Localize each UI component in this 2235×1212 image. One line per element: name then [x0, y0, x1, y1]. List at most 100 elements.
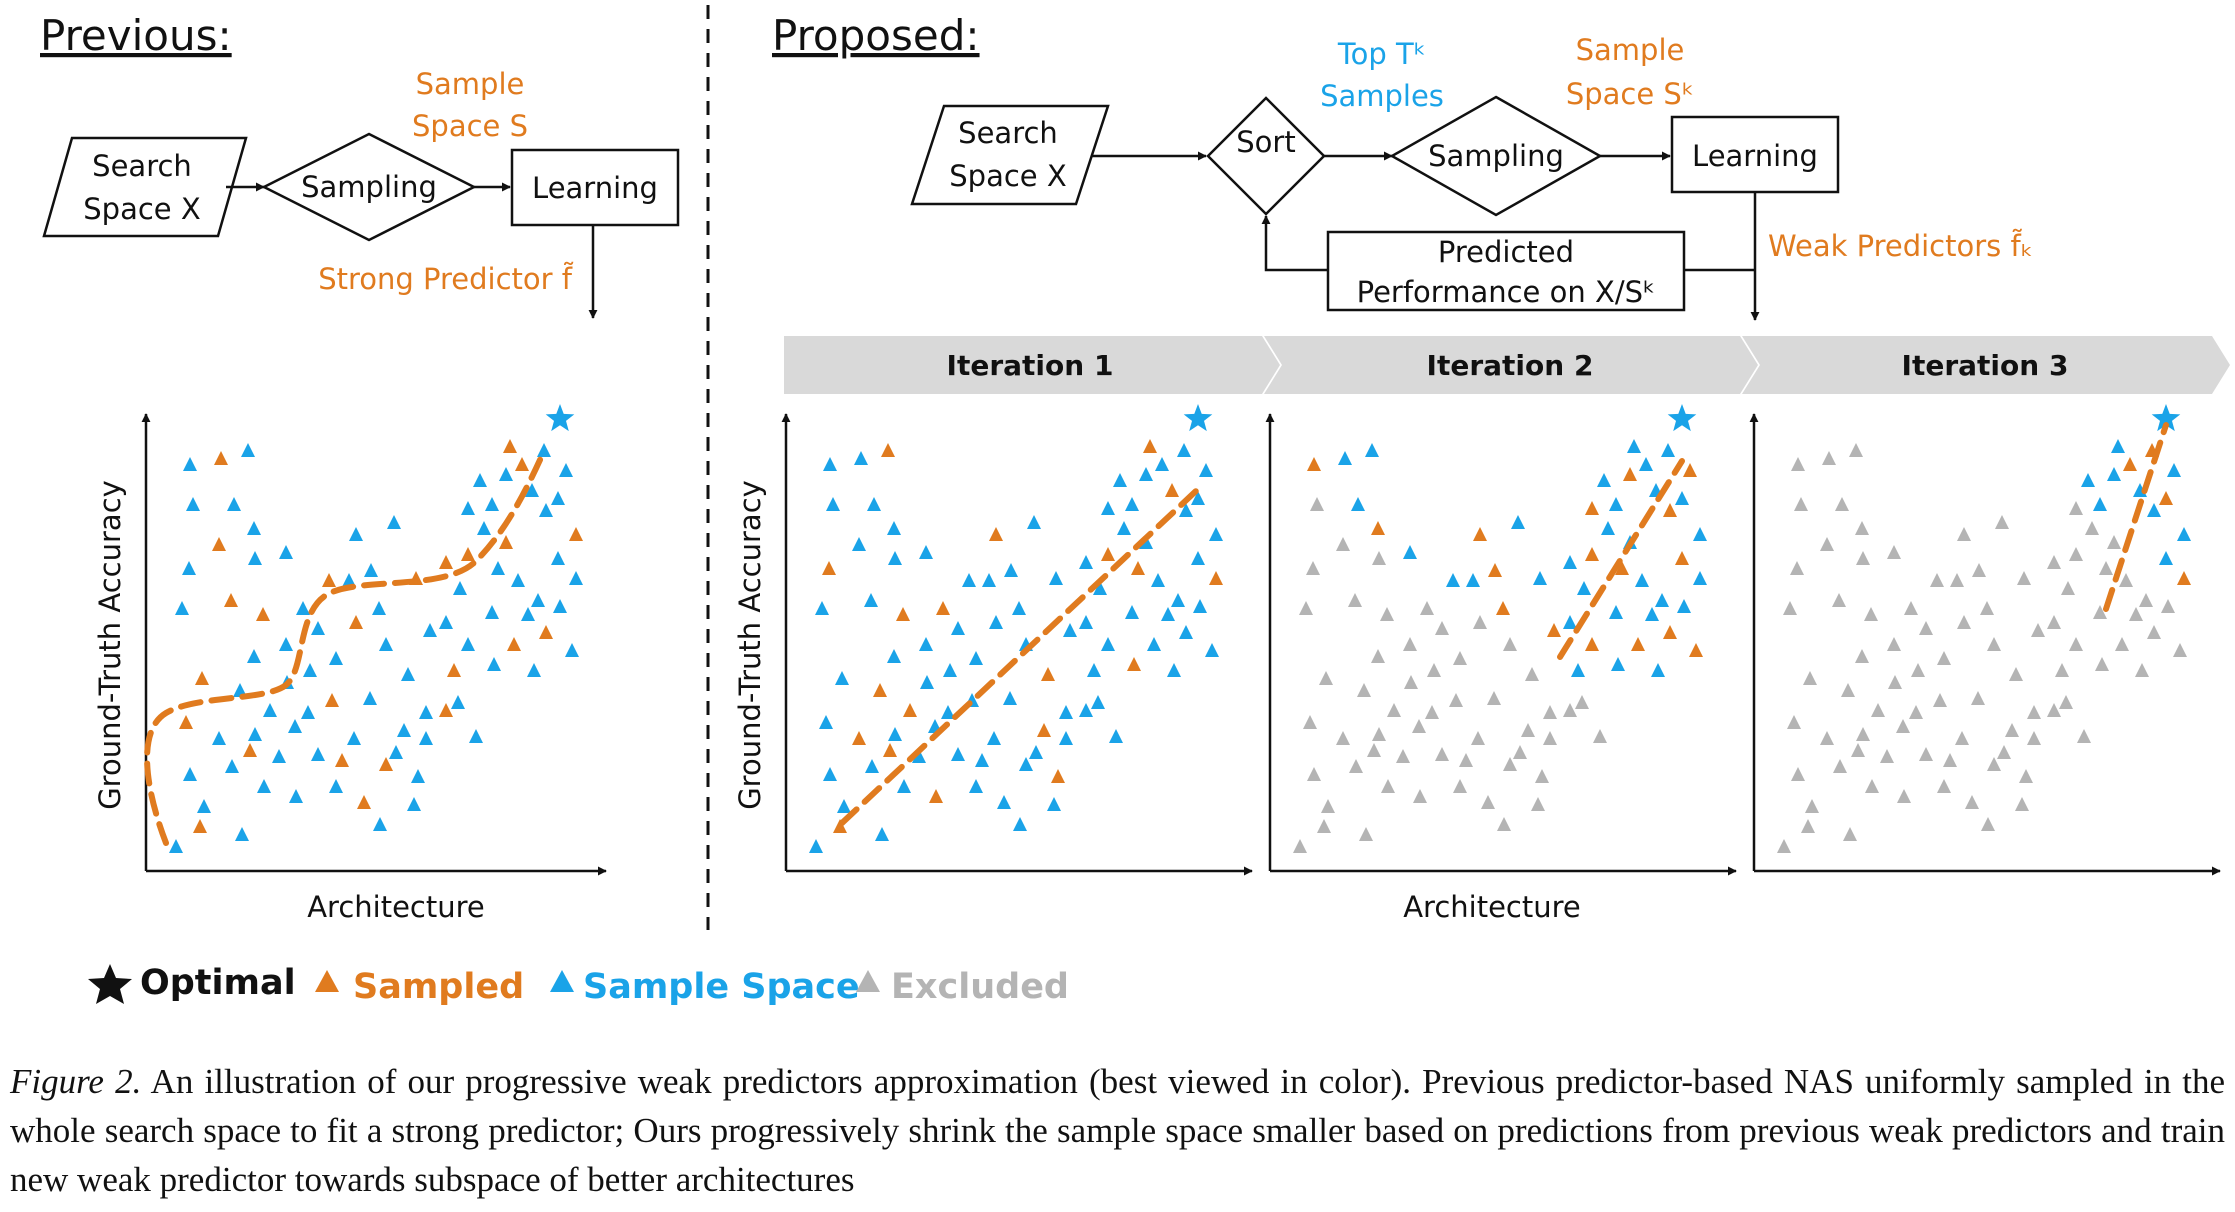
sampled-point [569, 527, 583, 541]
sample-space-point [1209, 527, 1223, 541]
excluded-point [2069, 637, 2083, 651]
excluded-point [1575, 695, 1589, 709]
excluded-point [1783, 601, 1797, 615]
sampling-label: Sampling [301, 170, 437, 204]
sample-space-point [1125, 605, 1139, 619]
sample-space-point [1167, 663, 1181, 677]
excluded-point [1503, 757, 1517, 771]
sample-space-point [1693, 527, 1707, 541]
excluded-point [1871, 703, 1885, 717]
sample-space-point [419, 731, 433, 745]
sample-space-point [2093, 497, 2107, 511]
sampled-point [439, 703, 453, 717]
sample-space-point [379, 637, 393, 651]
sample-space-point [487, 657, 501, 671]
excluded-point [1864, 607, 1878, 621]
sample-space-point [347, 731, 361, 745]
sampled-point [2177, 571, 2191, 585]
x-axis-label: Architecture [1403, 890, 1581, 924]
sample-space-point [1466, 573, 1480, 587]
excluded-point [1937, 651, 1951, 665]
sampled-point [1307, 457, 1321, 471]
sample-space-point [364, 563, 378, 577]
sample-space-point [397, 723, 411, 737]
sample-space-point [477, 521, 491, 535]
excluded-point [1303, 715, 1317, 729]
excluded-point [2055, 663, 2069, 677]
sample-space-point [461, 501, 475, 515]
sample-space-point [212, 731, 226, 745]
sample-space-point [1109, 729, 1123, 743]
excluded-point [1820, 537, 1834, 551]
sample-space-point [531, 593, 545, 607]
top-samples-label-line1: Top Tᵏ [1337, 37, 1426, 71]
excluded-point [1919, 747, 1933, 761]
sampled-point [195, 671, 209, 685]
sample-space-point [969, 651, 983, 665]
optimal-star-icon [545, 404, 575, 432]
excluded-point [1981, 817, 1995, 831]
sampled-point [1131, 561, 1145, 575]
excluded-point [2061, 581, 2075, 595]
sample-space-point [888, 727, 902, 741]
predictor-curve [144, 448, 547, 846]
excluded-point [1453, 651, 1467, 665]
excluded-point [2173, 643, 2187, 657]
sample-space-point [1093, 581, 1107, 595]
sample-space-point [1079, 555, 1093, 569]
excluded-point [1957, 527, 1971, 541]
excluded-point [2147, 625, 2161, 639]
sample-space-point [349, 527, 363, 541]
star-icon [88, 964, 132, 1004]
sampled-point [439, 555, 453, 569]
sampled-point [1496, 601, 1510, 615]
excluded-point [2031, 623, 2045, 637]
sample-space-point [329, 779, 343, 793]
excluded-point [1349, 759, 1363, 773]
sample-space-point [1193, 599, 1207, 613]
triangle-icon [856, 970, 880, 992]
sample-space-point [951, 621, 965, 635]
sample-space-point [419, 705, 433, 719]
top-samples-label-line2: Samples [1320, 79, 1444, 113]
sampled-point [503, 439, 517, 453]
excluded-point [2069, 547, 2083, 561]
sample-space-point [1013, 817, 1027, 831]
excluded-point [1525, 667, 1539, 681]
iteration-1-label: Iteration 1 [947, 349, 1114, 382]
sample-space-point [248, 551, 262, 565]
excluded-point [2093, 605, 2107, 619]
sample-space-point [247, 521, 261, 535]
sample-space-point [1571, 663, 1585, 677]
sample-space-point [897, 779, 911, 793]
strong-predictor-label: Strong Predictor f̃ [318, 262, 574, 296]
excluded-point [1855, 521, 1869, 535]
sample-space-point [888, 551, 902, 565]
excluded-point [1851, 743, 1865, 757]
sampled-point [881, 443, 895, 457]
excluded-point [1805, 799, 1819, 813]
y-axis-label: Ground-Truth Accuracy [733, 480, 767, 810]
sampled-point [833, 819, 847, 833]
excluded-point [1897, 789, 1911, 803]
sample-space-point [248, 727, 262, 741]
excluded-point [1911, 663, 1925, 677]
sample-space-point [1639, 457, 1653, 471]
sample-space-point [1627, 439, 1641, 453]
sampled-point [1041, 667, 1055, 681]
excluded-point [1856, 551, 1870, 565]
sample-space-point [819, 715, 833, 729]
excluded-point [1372, 727, 1386, 741]
sample-space-point [389, 745, 403, 759]
sample-space-label-line1: Sample [416, 67, 525, 101]
excluded-point [2047, 555, 2061, 569]
sampled-point [822, 561, 836, 575]
sample-space-point [1139, 467, 1153, 481]
excluded-point [2095, 657, 2109, 671]
sampled-point [1473, 527, 1487, 541]
search-space-box [910, 104, 1110, 206]
sample-space-point [962, 573, 976, 587]
sample-space-point [1205, 643, 1219, 657]
optimal-star-icon [1183, 404, 1213, 432]
excluded-point [1359, 827, 1373, 841]
